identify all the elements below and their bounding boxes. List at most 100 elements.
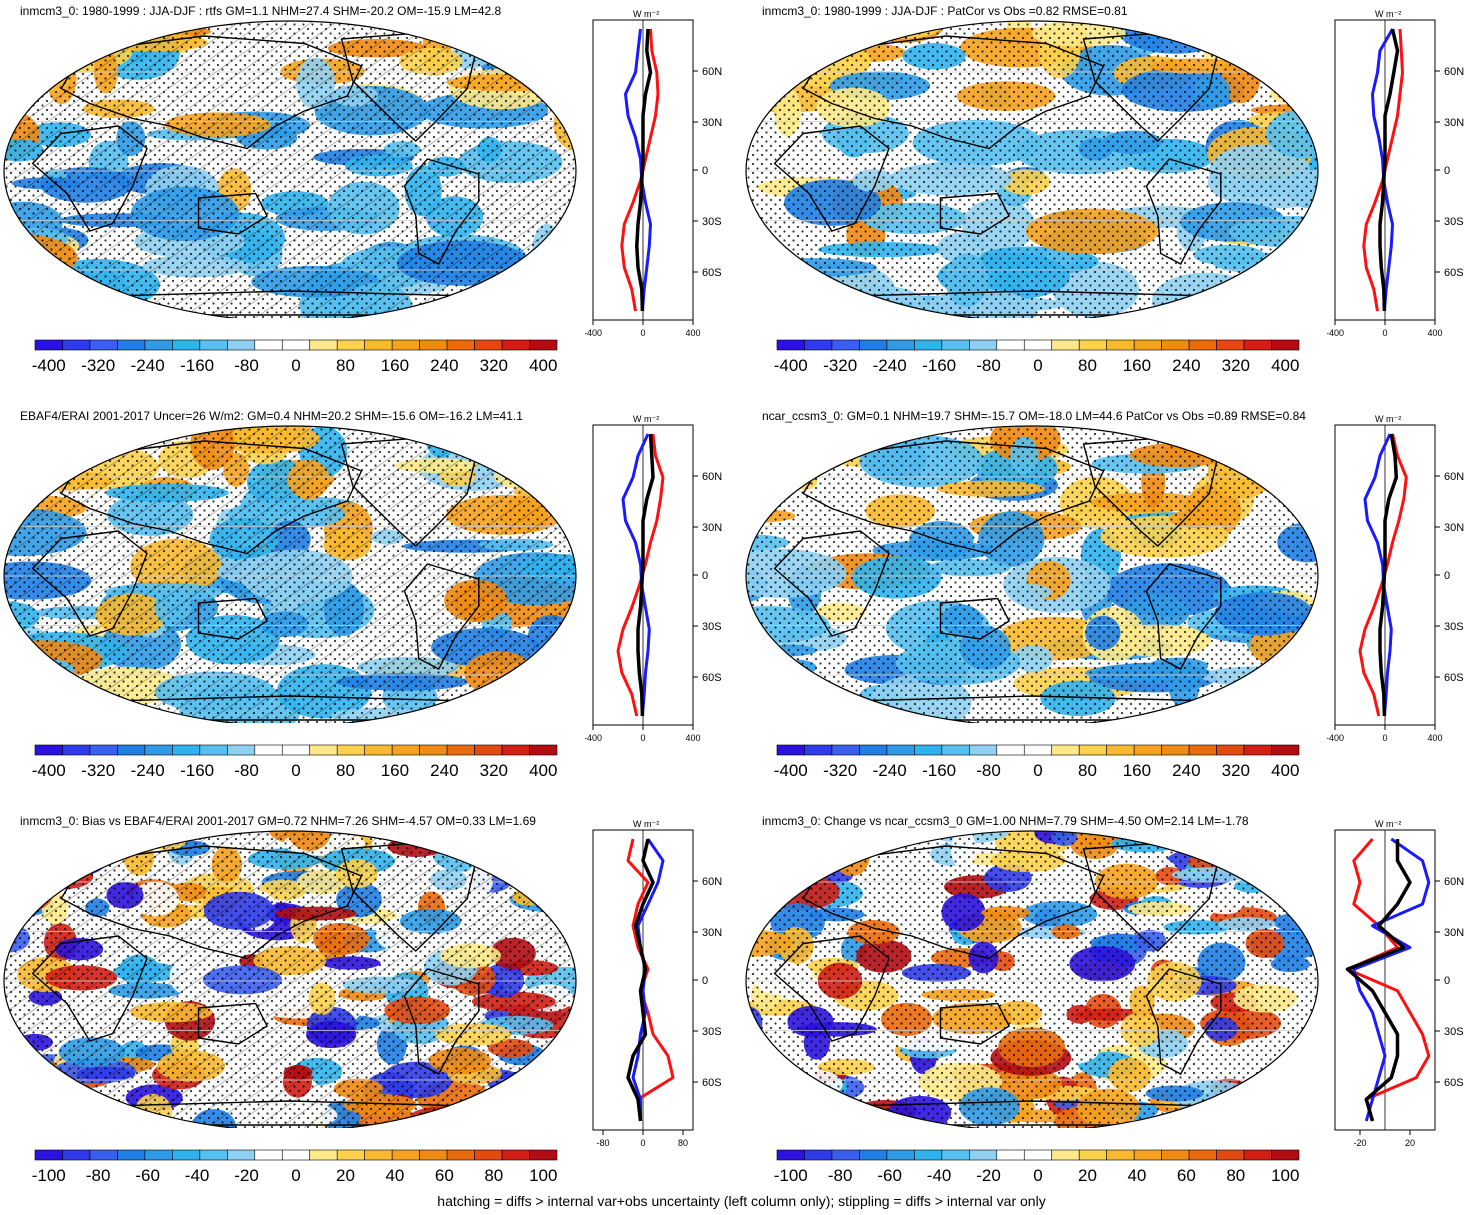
field-blob: [4, 1076, 66, 1091]
zonal-ytick-label: 60N: [1444, 876, 1464, 888]
colorbar-swatch: [1271, 744, 1300, 756]
field-blob: [815, 1099, 855, 1128]
zonal-ytick-label: 60S: [1444, 672, 1464, 684]
colorbar-swatch: [309, 339, 338, 351]
zonal-ytick-label: 60S: [702, 1077, 722, 1089]
zonal-xtick-label: 400: [1427, 328, 1442, 338]
colorbar-swatch: [501, 339, 530, 351]
colorbar-label: 60: [1177, 1166, 1196, 1185]
colorbar-swatch: [446, 1149, 475, 1161]
colorbar-swatch: [474, 339, 503, 351]
colorbar-swatch: [1106, 339, 1135, 351]
zonal-xtick-label: -80: [596, 1138, 609, 1148]
zonal-ytick-label: 60N: [702, 66, 722, 78]
colorbar-swatch: [144, 339, 173, 351]
zonal-line-black: [1378, 28, 1400, 312]
zonal-ytick-label: 0: [702, 165, 708, 177]
map-border: [3, 425, 577, 723]
colorbar-label: 160: [1123, 761, 1151, 780]
colorbar-swatch: [34, 339, 63, 351]
colorbar-label: 40: [385, 1166, 404, 1185]
colorbar-label: 80: [1078, 356, 1097, 375]
footer-note: hatching = diffs > internal var+obs unce…: [437, 1193, 1046, 1209]
panel-title: inmcm3_0: 1980-1999 : JJA-DJF : rtfs GM=…: [20, 4, 502, 18]
zonal-line-red: [1346, 838, 1431, 1122]
field-blob: [760, 865, 787, 896]
field-blob: [471, 294, 499, 315]
colorbar-swatch: [859, 339, 888, 351]
colorbar-label: 0: [291, 1166, 300, 1185]
field-blob: [509, 1090, 576, 1120]
field-blob: [750, 24, 845, 57]
zonal-ytick-label: 30S: [702, 1026, 722, 1038]
colorbar-label: 240: [430, 761, 458, 780]
coastline-africa: [773, 125, 890, 232]
zonal-units: W m⁻²: [633, 819, 659, 829]
field-blob: [12, 1062, 61, 1093]
coastline-eurasia: [60, 35, 363, 150]
map-border: [3, 20, 577, 318]
field-blob: [746, 637, 777, 660]
colorbar-swatch: [529, 744, 558, 756]
coastline-africa: [31, 935, 148, 1042]
colorbar-swatch: [1188, 339, 1217, 351]
field-blob: [4, 53, 74, 74]
colorbar-label: -20: [234, 1166, 259, 1185]
zonal-mean-plot: W m⁻² 60N 30N 0 30S 60S -400 0 400: [585, 414, 722, 743]
colorbar-label: 240: [430, 356, 458, 375]
colorbar-label: -100: [774, 1166, 808, 1185]
colorbar-swatch: [1051, 339, 1080, 351]
colorbar-swatch: [941, 1149, 970, 1161]
colorbar-label: 320: [1222, 356, 1250, 375]
colorbar-swatch: [254, 339, 283, 351]
colorbar-label: 240: [1172, 761, 1200, 780]
colorbar-swatch: [199, 339, 228, 351]
colorbar-swatch: [1188, 1149, 1217, 1161]
zonal-xtick-label: 0: [1382, 328, 1387, 338]
zonal-ytick-label: 60N: [702, 471, 722, 483]
colorbar-swatch: [227, 1149, 256, 1161]
colorbar-label: -160: [922, 356, 956, 375]
colorbar-swatch: [117, 339, 146, 351]
coastline-eurasia: [60, 845, 363, 960]
panel-4: ncar_ccsm3_0: GM=0.1 NHM=19.7 SHM=-15.7 …: [742, 405, 1483, 810]
colorbar-swatch: [336, 339, 365, 351]
colorbar-label: -40: [185, 1166, 210, 1185]
field-blob: [1296, 698, 1318, 723]
field-blob: [4, 1090, 15, 1110]
colorbar-swatch: [117, 1149, 146, 1161]
colorbar-label: -400: [32, 356, 66, 375]
coastline-africa: [773, 935, 890, 1042]
colorbar-swatch: [1161, 1149, 1190, 1161]
field-blob: [511, 21, 576, 37]
colorbar-label: 0: [1033, 356, 1042, 375]
field-blob: [543, 886, 576, 915]
colorbar-swatch: [831, 744, 860, 756]
panel-title: inmcm3_0: Change vs ncar_ccsm3_0 GM=1.00…: [762, 814, 1249, 828]
zonal-units: W m⁻²: [633, 9, 659, 19]
zonal-mean-plot: W m⁻² 60N 30N 0 30S 60S -400 0 400: [1327, 9, 1464, 338]
zonal-ytick-label: 30S: [1444, 1026, 1464, 1038]
field-blob: [746, 853, 775, 880]
colorbar-swatch: [62, 339, 91, 351]
zonal-line-blue: [621, 433, 651, 717]
field-blob: [746, 841, 772, 860]
zonal-ytick-label: 0: [1444, 975, 1450, 987]
colorbar-swatch: [62, 744, 91, 756]
colorbar-label: 80: [1226, 1166, 1245, 1185]
zonal-units: W m⁻²: [1375, 819, 1401, 829]
zonal-line-black: [635, 28, 653, 312]
zonal-xtick-label: 400: [685, 328, 700, 338]
field-blob: [1273, 249, 1318, 266]
field-blob: [1301, 839, 1318, 853]
field-blob: [446, 1103, 475, 1128]
field-blob: [1217, 831, 1281, 839]
field-blob: [4, 426, 74, 452]
field-blob: [8, 831, 80, 851]
colorbar-label: -60: [135, 1166, 160, 1185]
field-blob: [747, 888, 782, 913]
field-blob: [4, 288, 43, 317]
colorbar-label: 240: [1172, 356, 1200, 375]
field-blob: [20, 1093, 103, 1128]
colorbar-swatch: [776, 339, 805, 351]
